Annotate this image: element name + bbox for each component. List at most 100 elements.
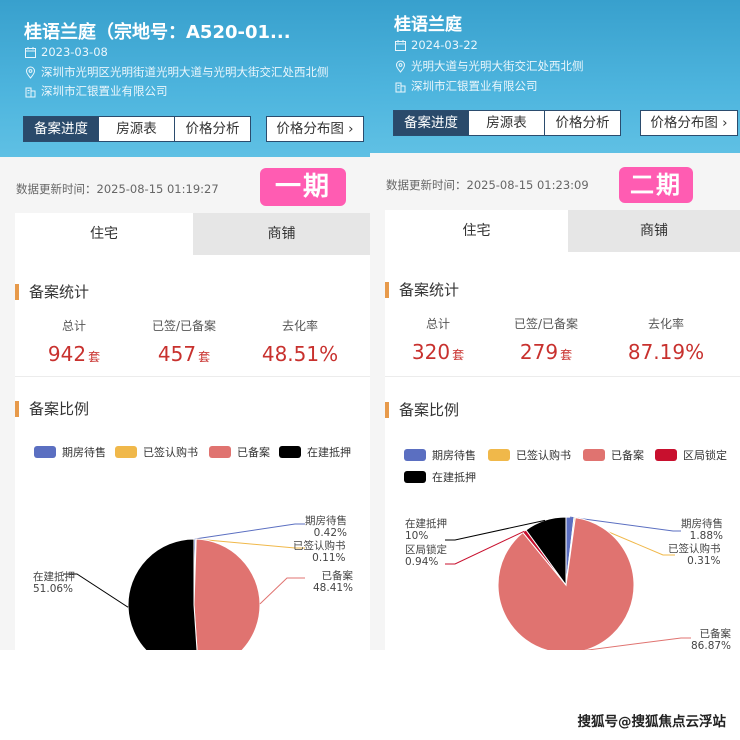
pie-leader-line — [445, 530, 525, 565]
tab-filing-progress[interactable]: 备案进度 — [23, 116, 99, 142]
legend-label: 区局锁定 — [683, 449, 727, 462]
stat-signed: 已签/已备案 457 套 — [125, 317, 243, 366]
phase-badge: 一期 — [260, 168, 346, 206]
pie-label-filed: 已备案 86.87% — [691, 628, 731, 650]
stat-value: 48.51% — [241, 342, 359, 366]
phase-two-panel: 桂语兰庭 2024-03-22 光明大道与光明大街交汇处西北侧 深圳市汇银置业有… — [370, 0, 740, 650]
pie-leader-line — [194, 523, 305, 540]
pie-leader-line — [63, 573, 129, 608]
pie-label-presale: 期房待售 1.88% — [681, 518, 723, 542]
location-pin-icon — [25, 66, 36, 79]
pie-label-subscription: 已签认购书 0.31% — [668, 543, 721, 567]
stat-total: 总计 942 套 — [15, 317, 133, 366]
update-time: 数据更新时间：2025-08-15 01:19:27 — [16, 181, 219, 197]
presale-date-text: 2023-03-08 — [41, 45, 108, 59]
pie-slice[interactable] — [127, 538, 198, 650]
pie-slice[interactable] — [497, 517, 635, 650]
product-tab-residential[interactable]: 住宅 — [462, 223, 491, 239]
legend-label: 期房待售 — [432, 449, 476, 462]
filing-stats-title: 备案统计 — [15, 281, 89, 302]
stat-label: 去化率 — [281, 319, 318, 333]
price-distribution-button[interactable]: 价格分布图 › — [266, 116, 364, 142]
stat-sellthrough: 去化率 48.51% — [241, 317, 359, 366]
phase-one-panel: 桂语兰庭（宗地号：A520-01... 2023-03-08 深圳市光明区光明街… — [0, 0, 370, 650]
legend-item[interactable]: 在建抵押 — [404, 469, 476, 485]
pie-label-subscription: 已签认购书 0.11% — [293, 540, 346, 564]
legend-swatch — [279, 446, 301, 458]
pie-label-name: 已签认购书 — [293, 540, 346, 552]
stat-value: 320 套 — [385, 340, 491, 364]
filing-ratio-pie-chart — [445, 516, 691, 650]
location-pin-icon — [395, 60, 406, 73]
pie-label-name: 已备案 — [321, 570, 354, 582]
product-tab-retail[interactable]: 商铺 — [193, 213, 370, 255]
section-divider — [385, 376, 740, 377]
filing-stats-title-text: 备案统计 — [399, 281, 460, 299]
pie-label-value: 0.94% — [405, 556, 439, 568]
section-divider — [15, 376, 370, 377]
tab-unit-list[interactable]: 房源表 — [469, 110, 545, 136]
legend-item[interactable]: 已备案 — [583, 447, 644, 463]
stat-value: 279 套 — [487, 340, 605, 364]
tab-unit-list[interactable]: 房源表 — [99, 116, 175, 142]
tab-price-analysis[interactable]: 价格分析 — [175, 116, 251, 142]
legend-item[interactable]: 期房待售 — [34, 444, 106, 460]
legend-item[interactable]: 已备案 — [209, 444, 270, 460]
pie-leader-line — [445, 519, 546, 541]
pie-leader-line — [195, 538, 305, 549]
chevron-right-icon: › — [717, 115, 728, 131]
stat-value: 457 套 — [125, 342, 243, 366]
tab-filing-progress[interactable]: 备案进度 — [393, 110, 469, 136]
legend-item[interactable]: 在建抵押 — [279, 444, 351, 460]
filing-stats-title: 备案统计 — [385, 279, 459, 300]
legend-swatch — [404, 471, 426, 483]
legend-item[interactable]: 已签认购书 — [488, 447, 571, 463]
update-time-label: 数据更新时间： — [16, 182, 97, 196]
stat-unit: 套 — [452, 348, 465, 362]
project-title: 桂语兰庭（宗地号：A520-01... — [24, 22, 291, 43]
filing-ratio-title-text: 备案比例 — [399, 401, 460, 419]
pie-slice[interactable] — [193, 538, 261, 650]
stat-total: 总计 320 套 — [385, 315, 491, 364]
legend-label: 已签认购书 — [143, 446, 198, 459]
legend-item[interactable]: 期房待售 — [404, 447, 476, 463]
stat-number: 320 — [411, 340, 451, 364]
pie-slice[interactable] — [525, 516, 567, 587]
presale-date: 2024-03-22 — [394, 38, 478, 52]
project-address-text: 深圳市光明区光明街道光明大道与光明大街交汇处西北侧 — [41, 65, 329, 79]
project-address: 光明大道与光明大街交汇处西北侧 — [394, 58, 584, 74]
pie-label-value: 1.88% — [689, 530, 723, 542]
legend-swatch — [404, 449, 426, 461]
stat-label: 已签/已备案 — [151, 319, 217, 333]
pie-leader-line — [584, 637, 691, 650]
pie-label-value: 0.42% — [313, 527, 347, 539]
pie-label-name: 期房待售 — [681, 518, 723, 530]
legend-item[interactable]: 已签认购书 — [115, 444, 198, 460]
project-address: 深圳市光明区光明街道光明大道与光明大街交汇处西北侧 — [24, 64, 329, 80]
legend-swatch — [34, 446, 56, 458]
stat-number: 87.19% — [627, 340, 705, 364]
pie-label-presale: 期房待售 0.42% — [305, 515, 347, 539]
building-icon — [25, 87, 36, 97]
pie-label-name: 已签认购书 — [668, 543, 721, 555]
filing-ratio-title: 备案比例 — [385, 399, 459, 420]
presale-date-text: 2024-03-22 — [411, 38, 478, 52]
legend-label: 在建抵押 — [307, 446, 351, 459]
building-icon — [395, 82, 406, 92]
price-distribution-button[interactable]: 价格分布图 › — [640, 110, 738, 136]
chevron-right-icon: › — [343, 121, 354, 137]
stat-label: 去化率 — [647, 317, 684, 331]
pie-leader-line — [259, 577, 305, 605]
legend-swatch — [583, 449, 605, 461]
product-tab-residential[interactable]: 住宅 — [90, 226, 118, 242]
pie-label-name: 在建抵押 — [33, 571, 75, 583]
tab-price-analysis[interactable]: 价格分析 — [545, 110, 621, 136]
update-time-value: 2025-08-15 01:19:27 — [96, 182, 219, 196]
stat-label: 总计 — [61, 319, 86, 333]
legend-swatch — [655, 449, 677, 461]
pie-label-value: 51.06% — [33, 583, 74, 595]
product-tab-retail[interactable]: 商铺 — [568, 210, 740, 252]
legend-item[interactable]: 区局锁定 — [655, 447, 727, 463]
stat-unit: 套 — [560, 348, 573, 362]
